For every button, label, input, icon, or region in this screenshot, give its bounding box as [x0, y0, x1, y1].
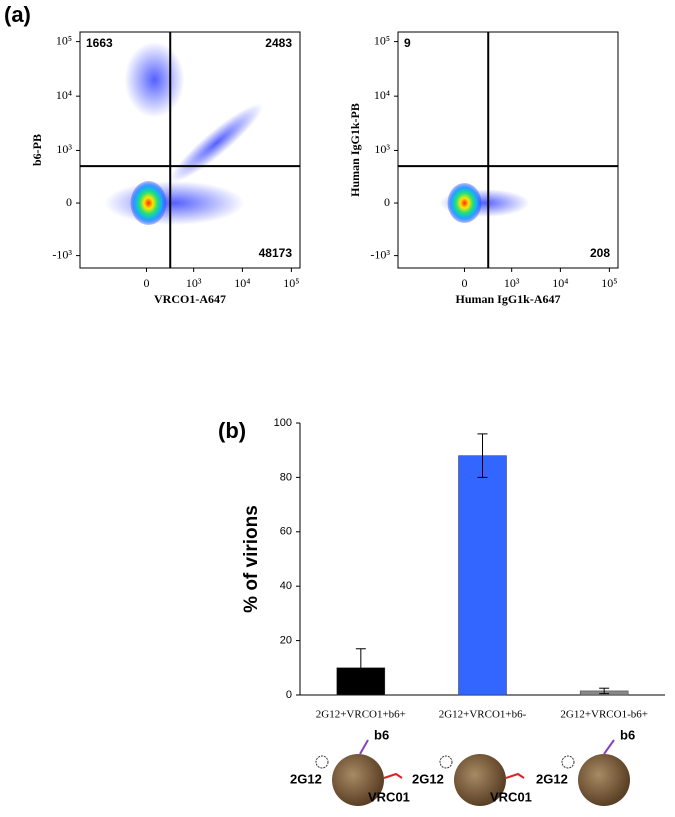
plot-frame — [397, 31, 619, 269]
quadrant-count: 208 — [590, 246, 610, 260]
y-tick-label: 10³ — [374, 142, 390, 156]
x-tick-label: 10³ — [504, 276, 520, 290]
panel-label: (a) — [4, 2, 31, 27]
illustration-label: 2G12 — [290, 771, 322, 786]
quadrant-count: 48173 — [259, 246, 293, 260]
y-tick-label: 80 — [280, 471, 292, 483]
vrc01-icon — [383, 772, 403, 779]
x-tick-label: 2G12+VRCO1-b6+ — [560, 709, 648, 721]
y-tick-label: -10³ — [370, 247, 390, 261]
y-tick-label: 0 — [66, 195, 72, 209]
y-tick-label: 10⁵ — [374, 33, 390, 47]
cell-density — [124, 41, 185, 118]
illustration-label: b6 — [374, 727, 389, 742]
antibody-icon — [439, 755, 453, 769]
x-tick-label: 2G12+VRCO1+b6- — [439, 709, 527, 721]
b6-icon — [603, 739, 615, 755]
illustration-label: b6 — [620, 727, 635, 742]
y-tick-label: 40 — [280, 580, 292, 592]
virion-illustrations: b6 2G12 VRC01 2G12 VRC01 b6 2G12 — [290, 727, 635, 806]
illustration-label: VRC01 — [490, 789, 532, 804]
y-tick-label: 10³ — [56, 142, 72, 156]
y-tick-label: 10⁵ — [56, 33, 72, 47]
cell-density — [169, 103, 264, 183]
x-tick-label: 10⁵ — [283, 276, 299, 290]
y-tick-label: 20 — [280, 635, 292, 647]
cell-density — [130, 181, 167, 226]
cell-density — [104, 181, 245, 226]
x-tick-label: 10³ — [186, 276, 202, 290]
quadrant-count: 2483 — [265, 36, 292, 50]
quadrant-count: 9 — [404, 36, 411, 50]
x-tick-label: 10⁴ — [234, 276, 250, 290]
y-tick-label: 10⁴ — [374, 88, 390, 102]
antibody-icon — [561, 755, 575, 769]
y-tick-label: 0 — [286, 689, 292, 701]
virion — [578, 754, 630, 806]
plot-frame — [79, 31, 301, 269]
x-tick-label: 10⁵ — [601, 276, 617, 290]
illustration-label: 2G12 — [412, 771, 444, 786]
y-tick-label: -10³ — [52, 247, 72, 261]
virion — [454, 754, 506, 806]
panel-label: (b) — [218, 418, 246, 443]
y-axis-label: % of virions — [241, 505, 262, 613]
antibody-icon — [315, 755, 329, 769]
x-axis-label: VRCO1-A647 — [154, 292, 226, 306]
x-tick-label: 0 — [461, 276, 467, 290]
quadrant-count: 1663 — [86, 36, 113, 50]
virion — [332, 754, 384, 806]
bar — [458, 455, 507, 696]
vrc01-icon — [505, 772, 525, 779]
y-axis-label: b6-PB — [30, 134, 44, 166]
x-tick-label: 0 — [143, 276, 149, 290]
y-axis-label: Human IgG1k-PB — [348, 103, 362, 197]
y-tick-label: 100 — [274, 417, 292, 429]
x-tick-label: 2G12+VRCO1+b6+ — [316, 709, 406, 721]
illustration-label: 2G12 — [536, 771, 568, 786]
illustration-label: VRC01 — [368, 789, 410, 804]
x-tick-label: 10⁴ — [552, 276, 568, 290]
y-tick-label: 60 — [280, 526, 292, 538]
b6-icon — [359, 739, 369, 755]
cell-density — [447, 183, 482, 224]
x-axis-label: Human IgG1k-A647 — [455, 292, 560, 306]
y-tick-label: 0 — [384, 195, 390, 209]
y-tick-label: 10⁴ — [56, 88, 72, 102]
